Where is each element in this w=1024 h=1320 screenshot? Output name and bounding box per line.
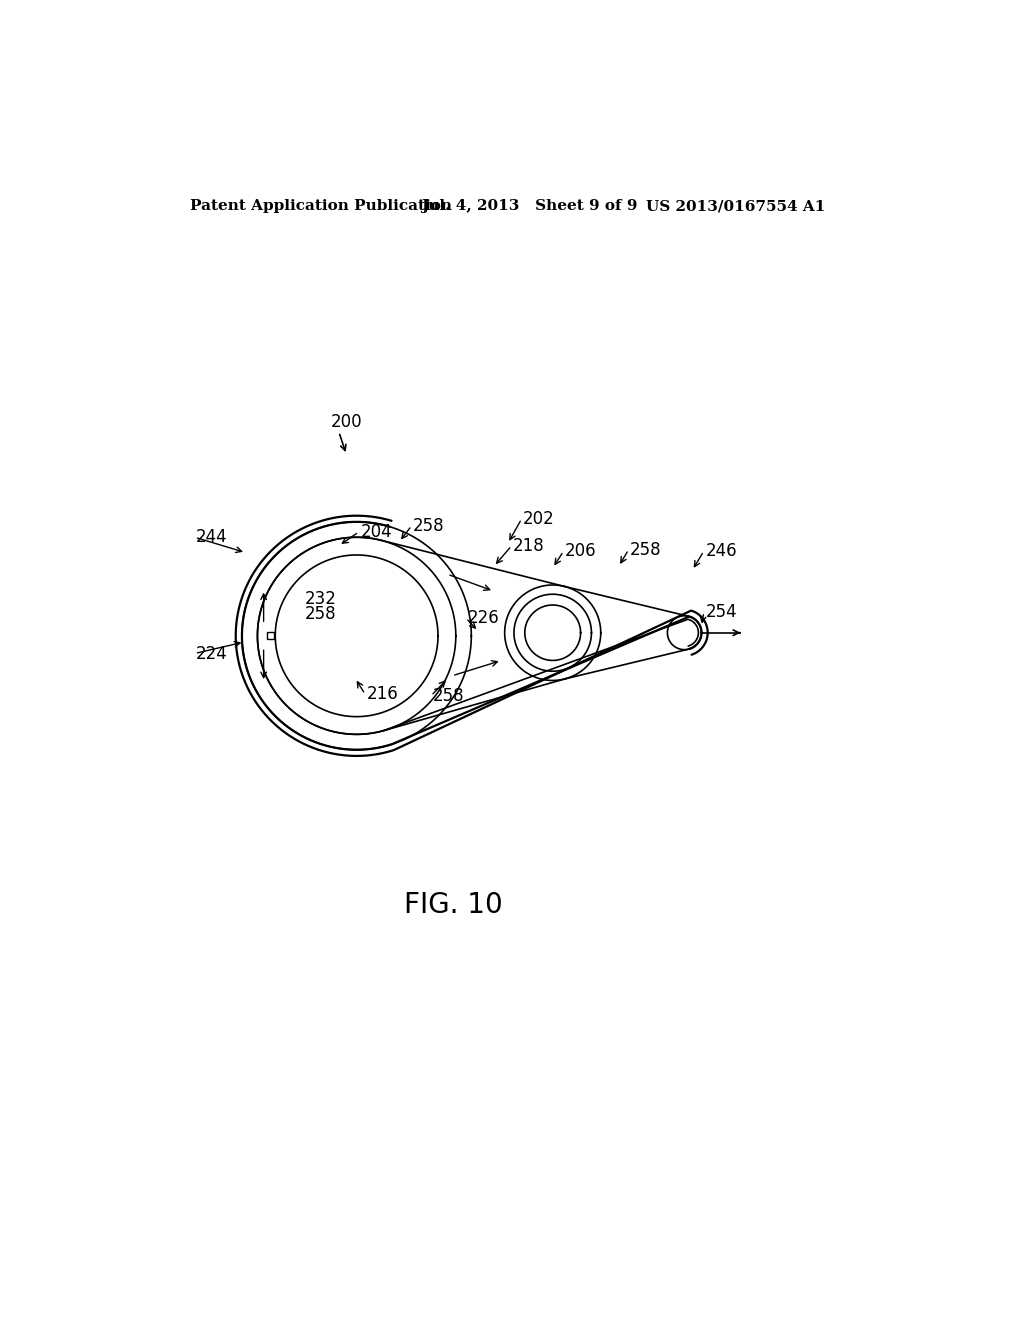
- Text: Patent Application Publication: Patent Application Publication: [190, 199, 452, 213]
- Text: 258: 258: [305, 606, 336, 623]
- Text: 244: 244: [197, 528, 227, 546]
- Text: 216: 216: [367, 685, 398, 704]
- Text: 232: 232: [305, 590, 337, 607]
- Text: 258: 258: [432, 686, 464, 705]
- Text: 218: 218: [513, 537, 545, 554]
- Text: 258: 258: [630, 541, 662, 558]
- Text: 258: 258: [414, 516, 444, 535]
- Text: 254: 254: [706, 603, 737, 620]
- Text: US 2013/0167554 A1: US 2013/0167554 A1: [646, 199, 825, 213]
- Text: 224: 224: [197, 644, 228, 663]
- Text: 204: 204: [360, 523, 392, 541]
- Text: 206: 206: [565, 543, 597, 560]
- Text: 246: 246: [706, 543, 737, 560]
- Bar: [266, 632, 273, 639]
- Text: 202: 202: [523, 510, 555, 528]
- Text: FIG. 10: FIG. 10: [404, 891, 503, 919]
- Text: Jul. 4, 2013   Sheet 9 of 9: Jul. 4, 2013 Sheet 9 of 9: [421, 199, 638, 213]
- Text: 200: 200: [331, 413, 362, 430]
- Text: 226: 226: [467, 609, 500, 627]
